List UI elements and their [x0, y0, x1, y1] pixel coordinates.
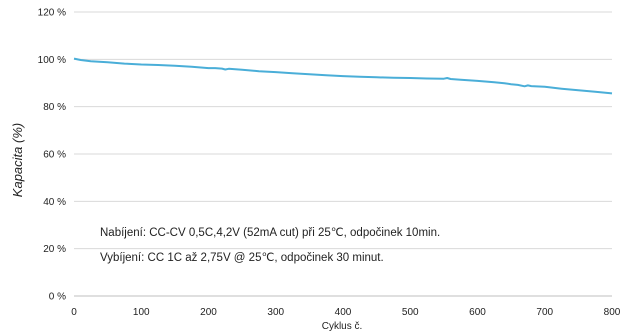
y-tick-label: 120 % [38, 8, 66, 19]
gridlines [74, 11, 612, 297]
annotation-charging: Nabíjení: CC-CV 0,5C,4,2V (52mA cut) při… [100, 227, 440, 239]
y-tick-label: 80 % [43, 102, 66, 113]
x-tick-label: 700 [536, 307, 553, 318]
x-tick-labels: 0 100 200 300 400 500 600 700 800 [71, 307, 621, 318]
y-tick-label: 60 % [43, 150, 66, 161]
x-tick-label: 0 [71, 307, 77, 318]
capacity-series-line [73, 57, 613, 95]
x-tick-label: 200 [200, 307, 217, 318]
x-tick-label: 600 [469, 307, 486, 318]
x-tick-label: 800 [604, 307, 621, 318]
x-tick-label: 100 [133, 307, 150, 318]
y-axis-label: Kapacita (%) [10, 123, 25, 197]
y-tick-label: 0 % [49, 292, 66, 303]
x-tick-label: 400 [335, 307, 352, 318]
x-tick-label: 500 [402, 307, 419, 318]
y-tick-label: 40 % [43, 197, 66, 208]
y-tick-label: 20 % [43, 244, 66, 255]
series-layer [73, 57, 613, 95]
y-tick-label: 100 % [38, 55, 66, 66]
annotation-discharging: Vybíjení: CC 1C až 2,75V @ 25℃, odpočine… [100, 252, 384, 264]
y-tick-labels: 0 % 20 % 40 % 60 % 80 % 100 % 120 % [38, 8, 66, 303]
x-tick-label: 300 [267, 307, 284, 318]
x-axis-label: Cyklus č. [322, 321, 363, 332]
